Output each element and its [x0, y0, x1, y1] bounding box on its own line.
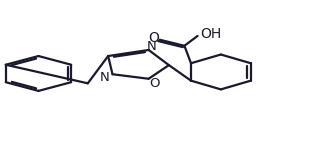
Text: N: N	[99, 71, 109, 84]
Text: O: O	[148, 31, 159, 45]
Text: OH: OH	[200, 27, 221, 41]
Text: N: N	[147, 40, 157, 53]
Text: O: O	[149, 77, 160, 90]
